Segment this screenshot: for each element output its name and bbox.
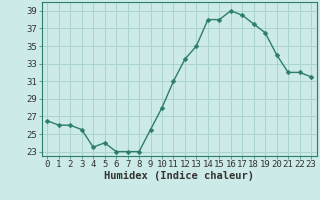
X-axis label: Humidex (Indice chaleur): Humidex (Indice chaleur)	[104, 171, 254, 181]
